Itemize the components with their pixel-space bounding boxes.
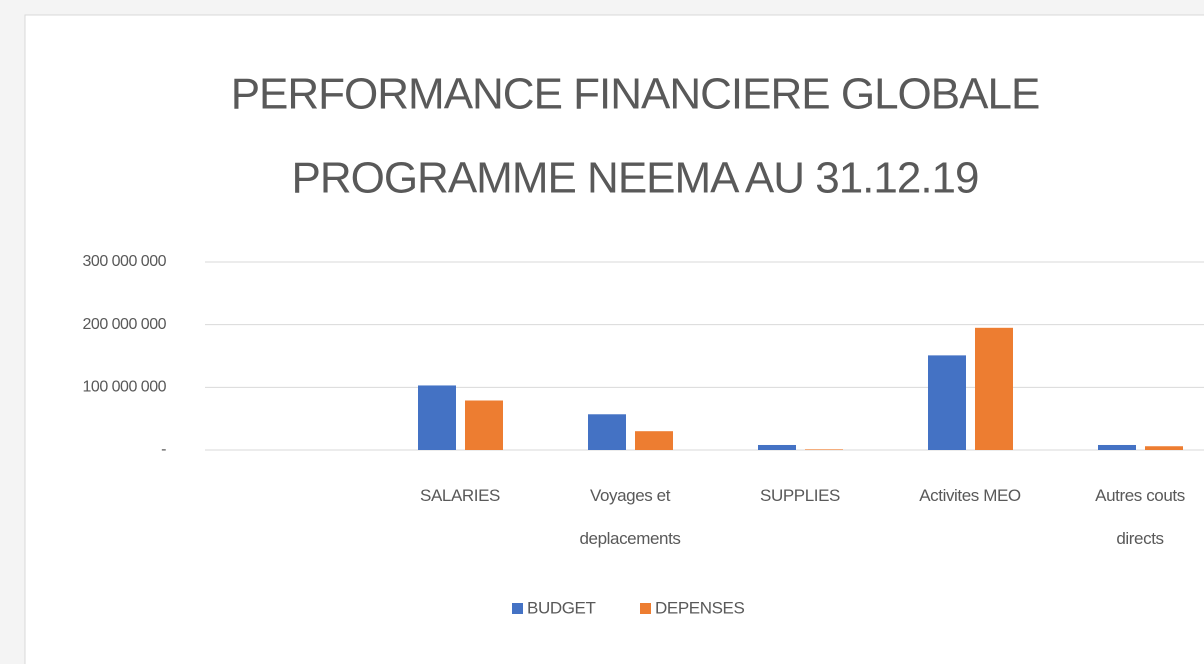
y-tick-label: 200 000 000 [83,316,167,333]
y-tick-label: - [161,441,166,458]
bar [758,444,796,450]
x-tick-label: Activites MEO [919,486,1021,505]
bar [635,431,673,450]
y-tick-label: 100 000 000 [83,379,167,396]
legend-label: DEPENSES [655,598,744,617]
bar [1145,446,1183,450]
x-tick-label: Voyages et deplacements [579,486,680,548]
bar [975,327,1013,450]
bar [418,385,456,450]
chart-title: PROGRAMME NEEMA AU 31.12.19 [291,154,978,203]
bar [588,414,626,450]
legend-swatch [512,603,523,614]
y-tick-label: 300 000 000 [83,253,167,270]
bar [465,400,503,450]
x-tick-label: SALARIES [420,486,500,505]
legend-label: BUDGET [527,598,595,617]
bar [1098,444,1136,450]
x-tick-label: Autres couts directs [1095,486,1185,548]
bar [805,449,843,450]
legend-swatch [640,603,651,614]
x-tick-label: SUPPLIES [760,486,840,505]
bar [928,355,966,450]
chart-title: PERFORMANCE FINANCIERE GLOBALE [231,70,1040,119]
